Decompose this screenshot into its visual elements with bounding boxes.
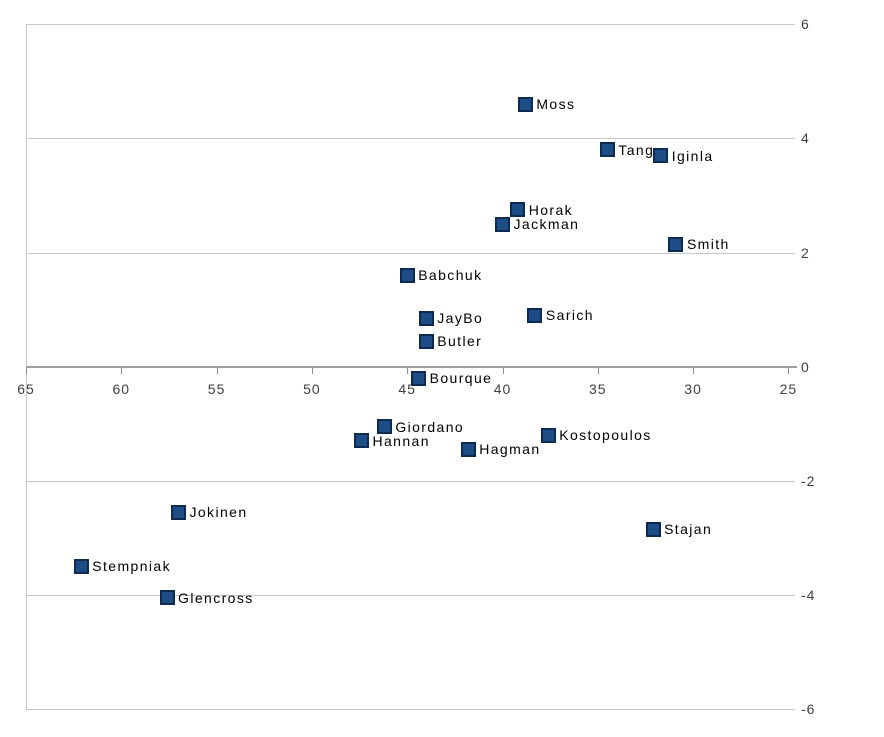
x-axis-tick-label: 45: [398, 381, 416, 397]
data-point-marker-iginla[interactable]: [653, 148, 669, 164]
y-axis-tick-label: 0: [801, 358, 810, 375]
x-axis-tick: [216, 366, 218, 374]
x-axis-line: [26, 365, 797, 368]
x-axis-tick: [121, 366, 123, 374]
x-axis-tick: [597, 366, 599, 374]
data-point-marker-tang[interactable]: [599, 142, 615, 158]
data-point-label-iginla: Iginla: [671, 147, 714, 164]
x-axis-tick-label: 35: [589, 381, 607, 397]
data-point-label-jokinen: Jokinen: [189, 504, 248, 521]
gridline-y--2: [26, 480, 795, 482]
data-point-marker-butler[interactable]: [418, 333, 434, 349]
data-point-label-stempniak: Stempniak: [92, 558, 172, 575]
x-axis-tick-label: 65: [17, 381, 35, 397]
data-point-marker-jackman[interactable]: [495, 216, 510, 232]
data-point-label-hagman: Hagman: [479, 441, 541, 458]
data-point-label-sarich: Sarich: [545, 307, 594, 324]
data-point-marker-babchuk[interactable]: [399, 267, 415, 283]
data-point-label-smith: Smith: [686, 236, 730, 252]
data-point-marker-bourque[interactable]: [411, 370, 427, 386]
x-axis-tick-label: 55: [207, 381, 226, 397]
data-point-marker-sarich[interactable]: [527, 307, 543, 323]
y-axis-tick-label: 4: [801, 130, 810, 147]
data-point-marker-horak[interactable]: [510, 202, 526, 218]
x-axis-tick: [788, 366, 790, 374]
y-axis-tick-label: -4: [801, 586, 816, 603]
data-point-label-stajan: Stajan: [664, 521, 713, 538]
data-point-label-tang: Tang: [618, 141, 655, 158]
data-point-label-horak: Horak: [528, 201, 574, 218]
data-point-marker-kostopoulos[interactable]: [540, 427, 556, 443]
data-point-label-babchuk: Babchuk: [418, 267, 483, 284]
data-point-marker-hagman[interactable]: [460, 441, 476, 457]
gridline-y--4: [26, 594, 795, 596]
data-point-marker-jaybo[interactable]: [418, 310, 434, 326]
y-axis-tick-label: 6: [801, 16, 810, 33]
data-point-label-moss: Moss: [536, 96, 576, 113]
data-point-label-butler: Butler: [437, 333, 483, 350]
x-axis-tick: [311, 366, 313, 374]
x-axis-tick-label: 60: [112, 381, 131, 397]
data-point-label-jaybo: JayBo: [437, 310, 484, 327]
data-point-marker-moss[interactable]: [517, 96, 533, 112]
x-axis-tick-label: 30: [684, 381, 702, 397]
x-axis-tick-label: 25: [779, 381, 798, 397]
y-axis-tick-label: 2: [801, 244, 810, 261]
x-axis-tick-label: 40: [493, 381, 512, 397]
data-point-marker-smith[interactable]: [668, 236, 684, 252]
data-point-label-giordano: Giordano: [395, 418, 465, 435]
data-point-label-hannan: Hannan: [372, 432, 430, 449]
gridline-y-2: [26, 252, 795, 254]
data-point-marker-stajan[interactable]: [645, 521, 661, 537]
data-point-label-kostopoulos: Kostopoulos: [559, 427, 652, 444]
data-point-marker-jokinen[interactable]: [170, 504, 186, 520]
data-point-marker-giordano[interactable]: [376, 419, 392, 435]
data-point-label-glencross: Glencross: [178, 589, 254, 606]
gridline-y-4: [26, 138, 795, 140]
x-axis-tick: [26, 366, 27, 374]
data-point-marker-glencross[interactable]: [159, 590, 175, 606]
data-point-label-jackman: Jackman: [513, 216, 580, 233]
x-axis-tick: [693, 366, 695, 374]
y-axis-tick-label: -2: [801, 472, 816, 489]
x-axis-tick-label: 50: [303, 381, 321, 397]
y-axis-tick-label: -6: [801, 701, 816, 718]
gridline-y-6: [26, 24, 795, 26]
x-axis-tick: [407, 366, 409, 374]
x-axis-tick: [502, 366, 504, 374]
gridline-y--6: [26, 709, 795, 711]
data-point-marker-hannan[interactable]: [353, 433, 369, 449]
data-point-label-bourque: Bourque: [429, 370, 493, 387]
data-point-marker-stempniak[interactable]: [73, 558, 89, 574]
